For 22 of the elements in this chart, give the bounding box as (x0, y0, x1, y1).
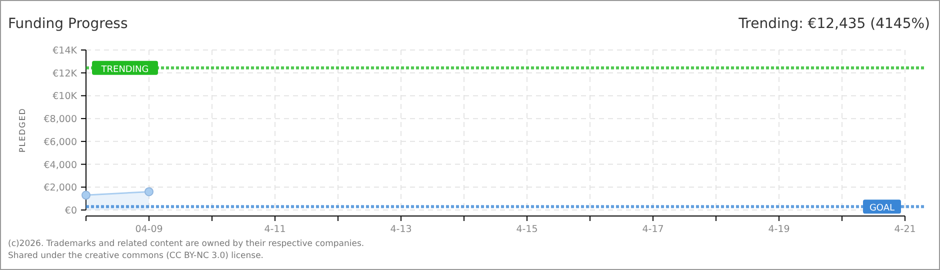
text: (c)2026. Trademarks and related content are owned by their respective companies. (8, 239, 364, 249)
x-tick-label: 4-15 (516, 224, 538, 235)
y-tick-label: €8,000 (44, 114, 77, 126)
ref-line-label: GOAL (869, 204, 895, 214)
y-axis-title: PLEDGED (18, 108, 27, 152)
chart-subtitle: Trending: €12,435 (4145%) (738, 16, 930, 32)
y-tick-label: €14K (52, 46, 78, 56)
y-tick-label: €2,000 (44, 182, 77, 194)
x-tick-label: 4-11 (264, 224, 286, 235)
chart-title: Funding Progress (8, 16, 128, 32)
x-tick-label: 4-17 (642, 224, 664, 235)
ref-line-label: TRENDING (100, 64, 149, 75)
x-tick-label: 4-21 (894, 224, 916, 235)
y-tick-label: €6,000 (44, 136, 77, 148)
x-tick-label: 4-13 (390, 224, 412, 235)
y-tick-label: €10K (52, 91, 78, 102)
text: Shared under the creative commons (CC BY-NC 3.0) license. (8, 251, 264, 261)
y-tick-label: €12K (52, 68, 78, 80)
x-tick-label: 04-09 (135, 224, 163, 235)
y-tick-label: €0 (64, 206, 77, 216)
x-tick-label: 4-19 (768, 224, 790, 235)
y-tick-label: €4,000 (44, 160, 77, 171)
